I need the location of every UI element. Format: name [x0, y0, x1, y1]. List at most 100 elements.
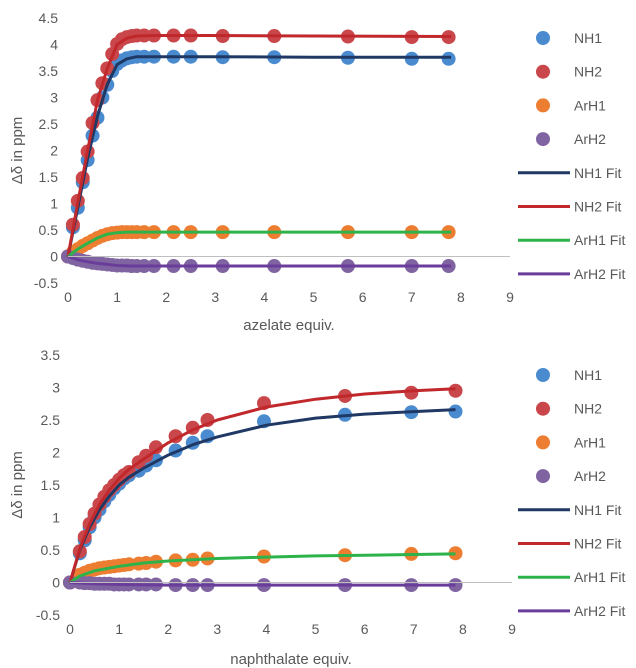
fit-line-arh1-fit: [67, 230, 452, 258]
y-tick-label: 2: [50, 143, 58, 159]
y-tick-label: 0.5: [39, 222, 59, 238]
y-axis-label: Δδ in ppm: [9, 117, 26, 185]
legend-label: NH1: [574, 30, 602, 46]
legend-label: NH2 Fit: [574, 199, 622, 215]
data-point: [148, 440, 163, 455]
x-tick-label: 2: [164, 621, 172, 637]
legend-item: NH2 Fit: [518, 536, 622, 552]
x-tick-label: 3: [211, 289, 219, 305]
x-tick-label: 7: [410, 621, 418, 637]
legend-marker: [536, 368, 550, 382]
x-tick-label: 7: [408, 289, 416, 305]
legend-item: NH1 Fit: [518, 165, 622, 181]
y-tick-label: 1: [52, 510, 60, 526]
y-tick-label: 3: [50, 90, 58, 106]
plot-area: [63, 383, 463, 593]
y-tick-label: -0.5: [36, 607, 60, 623]
y-tick-label: 1: [50, 196, 58, 212]
axes: 0 1 2 3 4 5 6 7 8 9 -0.5 0 0.5 1 1.5 2 2.5 3 3.5 4 4.5: [34, 10, 514, 305]
x-tick-label: 8: [459, 621, 467, 637]
y-axis-label: Δδ in ppm: [9, 451, 26, 519]
x-tick-label: 5: [312, 621, 320, 637]
legend-marker: [536, 31, 550, 45]
legend-item: ArH2 Fit: [518, 266, 625, 282]
x-tick-label: 8: [457, 289, 465, 305]
y-tick-label: 1.5: [39, 169, 59, 185]
legend-label: ArH2: [574, 468, 606, 484]
data-point: [404, 385, 419, 400]
chart-naphthalate: 0 1 2 3 4 5 6 7 8 9 -0.5 0 0.5 1 1.5 2 2.5 3 3.5 naphthala…: [9, 347, 625, 668]
legend-label: NH1 Fit: [574, 165, 622, 181]
x-tick-label: 1: [115, 621, 123, 637]
data-point: [448, 546, 463, 561]
legend-label: NH2: [574, 64, 602, 80]
data-point: [448, 383, 463, 398]
y-tick-label: 1.5: [41, 477, 61, 493]
plot-area: [61, 28, 456, 274]
x-tick-label: 0: [64, 289, 72, 305]
legend-label: ArH1 Fit: [574, 232, 625, 248]
legend: NH1 NH2 ArH1 ArH2 NH1 Fit NH2 Fit ArH1 Fit ArH2…: [518, 30, 625, 282]
legend-item: ArH2: [536, 131, 606, 147]
y-tick-label: 0.5: [41, 542, 61, 558]
x-tick-label: 5: [310, 289, 318, 305]
legend-item: NH2: [536, 401, 602, 417]
fit-line-arh1-fit: [69, 552, 456, 584]
y-tick-label: 0: [52, 575, 60, 591]
legend-item: NH1 Fit: [518, 502, 622, 518]
legend-marker: [536, 132, 550, 147]
x-tick-label: 4: [261, 289, 269, 305]
legend-label: ArH1 Fit: [574, 569, 625, 585]
y-tick-label: 4.5: [39, 10, 59, 26]
fit-line-arh2-fit: [67, 255, 452, 268]
y-tick-label: 2.5: [41, 412, 61, 428]
legend-item: ArH1 Fit: [518, 569, 625, 585]
axes: 0 1 2 3 4 5 6 7 8 9 -0.5 0 0.5 1 1.5 2 2.5 3 3.5: [36, 347, 516, 637]
legend-item: NH2 Fit: [518, 199, 622, 215]
legend-marker: [536, 98, 550, 113]
x-tick-label: 2: [162, 289, 170, 305]
legend-item: ArH1 Fit: [518, 232, 625, 248]
data-point: [448, 404, 463, 419]
x-tick-label: 6: [361, 621, 369, 637]
legend-item: ArH1: [536, 97, 606, 113]
x-axis-label: azelate equiv.: [243, 317, 334, 334]
legend-label: ArH1: [574, 434, 606, 450]
legend-label: ArH1: [574, 97, 606, 113]
x-tick-label: 9: [506, 289, 514, 305]
y-tick-label: 2: [52, 445, 60, 461]
legend-item: NH1: [536, 367, 602, 383]
y-tick-label: 3.5: [41, 347, 61, 363]
y-tick-label: 2.5: [39, 116, 59, 132]
legend-label: NH1: [574, 367, 602, 383]
y-tick-label: 3.5: [39, 63, 59, 79]
y-tick-label: 0: [50, 249, 58, 265]
legend-marker: [536, 435, 550, 450]
legend-item: ArH2: [536, 468, 606, 484]
legend: NH1 NH2 ArH1 ArH2 NH1 Fit NH2 Fit ArH1 Fit ArH2…: [518, 367, 625, 619]
x-tick-label: 0: [66, 621, 74, 637]
fit-line-arh2-fit: [69, 581, 456, 587]
x-tick-label: 3: [213, 621, 221, 637]
series-arh2: [61, 249, 456, 274]
y-tick-label: 4: [50, 37, 58, 53]
legend-marker: [536, 64, 550, 79]
data-point: [448, 578, 463, 593]
fit-line-nh2-fit: [66, 34, 452, 257]
legend-label: ArH2 Fit: [574, 266, 625, 282]
legend-label: NH2: [574, 401, 602, 417]
x-tick-label: 9: [508, 621, 516, 637]
legend-item: ArH2 Fit: [518, 603, 625, 619]
fit-line-nh1-fit: [68, 408, 456, 583]
legend-label: ArH2 Fit: [574, 603, 625, 619]
y-tick-label: -0.5: [34, 275, 58, 291]
y-tick-label: 3: [52, 380, 60, 396]
x-tick-label: 4: [263, 621, 271, 637]
legend-item: NH1: [536, 30, 602, 46]
chart-azelate: 0 1 2 3 4 5 6 7 8 9 -0.5 0 0.5 1 1.5 2 2.5 3 3.5 4 4.5 azela…: [9, 10, 625, 334]
x-tick-label: 1: [113, 289, 121, 305]
legend-item: ArH1: [536, 434, 606, 450]
x-axis-label: naphthalate equiv.: [230, 651, 352, 668]
legend-item: NH2: [536, 64, 602, 80]
